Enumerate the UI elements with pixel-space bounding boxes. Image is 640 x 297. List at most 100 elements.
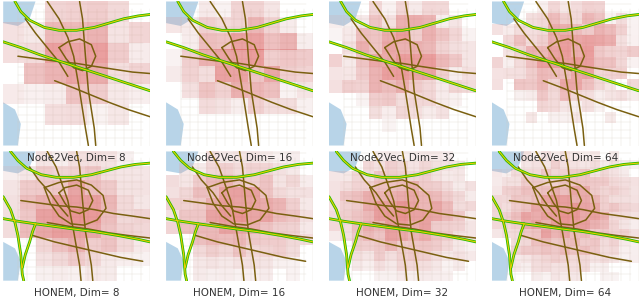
- Bar: [449, 15, 463, 28]
- Bar: [206, 187, 220, 198]
- Bar: [233, 269, 246, 281]
- Bar: [87, 22, 108, 43]
- Bar: [609, 203, 619, 212]
- Bar: [215, 1, 232, 18]
- Bar: [593, 68, 605, 79]
- Bar: [465, 221, 476, 231]
- Bar: [220, 222, 233, 234]
- Bar: [537, 24, 548, 35]
- Bar: [465, 231, 476, 241]
- Bar: [382, 54, 396, 67]
- Bar: [525, 57, 537, 68]
- Bar: [550, 169, 561, 177]
- Bar: [329, 201, 340, 211]
- Bar: [19, 166, 36, 180]
- Bar: [627, 79, 639, 90]
- Bar: [502, 186, 511, 195]
- Bar: [45, 43, 66, 63]
- Bar: [232, 66, 248, 81]
- Bar: [492, 68, 503, 79]
- Bar: [463, 67, 476, 80]
- Bar: [36, 223, 52, 238]
- Bar: [220, 210, 233, 222]
- Bar: [87, 1, 108, 22]
- Bar: [87, 43, 108, 63]
- Bar: [340, 201, 351, 211]
- Bar: [492, 186, 502, 195]
- Bar: [559, 112, 571, 123]
- Bar: [580, 238, 590, 246]
- Bar: [374, 231, 385, 241]
- Bar: [616, 12, 627, 24]
- Bar: [3, 223, 19, 238]
- Bar: [561, 203, 570, 212]
- Bar: [463, 28, 476, 41]
- Bar: [382, 1, 396, 15]
- Bar: [541, 229, 550, 238]
- Bar: [531, 263, 541, 272]
- Bar: [442, 211, 453, 221]
- Bar: [590, 151, 600, 160]
- Bar: [582, 35, 593, 46]
- Bar: [521, 177, 531, 186]
- Bar: [453, 201, 465, 211]
- Bar: [463, 41, 476, 54]
- Bar: [382, 67, 396, 80]
- Bar: [220, 163, 233, 175]
- Bar: [232, 81, 248, 97]
- Bar: [179, 175, 193, 187]
- Bar: [561, 246, 570, 255]
- Bar: [619, 212, 629, 220]
- Bar: [351, 201, 363, 211]
- Bar: [449, 80, 463, 93]
- Bar: [215, 18, 232, 34]
- Bar: [605, 46, 616, 57]
- Bar: [419, 201, 431, 211]
- Bar: [419, 261, 431, 271]
- Polygon shape: [3, 102, 21, 146]
- Bar: [342, 41, 356, 54]
- Bar: [531, 238, 541, 246]
- Bar: [215, 50, 232, 66]
- Bar: [619, 238, 629, 246]
- Bar: [215, 34, 232, 50]
- Bar: [374, 271, 385, 281]
- Bar: [220, 269, 233, 281]
- Bar: [453, 161, 465, 171]
- Bar: [590, 195, 600, 203]
- Bar: [531, 272, 541, 281]
- Bar: [590, 229, 600, 238]
- Bar: [273, 222, 286, 234]
- Bar: [629, 220, 639, 229]
- Bar: [351, 251, 363, 261]
- Bar: [550, 151, 561, 160]
- Bar: [515, 46, 525, 57]
- Bar: [374, 191, 385, 201]
- Bar: [609, 238, 619, 246]
- Bar: [580, 263, 590, 272]
- Bar: [340, 211, 351, 221]
- Bar: [363, 201, 374, 211]
- Bar: [118, 180, 134, 195]
- Bar: [397, 261, 408, 271]
- Bar: [600, 169, 609, 177]
- Bar: [374, 221, 385, 231]
- Bar: [609, 186, 619, 195]
- Bar: [280, 66, 297, 81]
- Bar: [422, 93, 436, 106]
- Bar: [329, 191, 340, 201]
- Bar: [286, 151, 300, 163]
- Bar: [264, 1, 280, 18]
- Bar: [273, 187, 286, 198]
- Bar: [233, 222, 246, 234]
- Bar: [101, 252, 118, 266]
- Bar: [264, 50, 280, 66]
- Bar: [600, 186, 609, 195]
- Bar: [374, 171, 385, 181]
- Bar: [531, 195, 541, 203]
- Bar: [453, 221, 465, 231]
- Bar: [436, 41, 449, 54]
- Bar: [548, 112, 559, 123]
- Bar: [525, 112, 537, 123]
- Bar: [382, 119, 396, 132]
